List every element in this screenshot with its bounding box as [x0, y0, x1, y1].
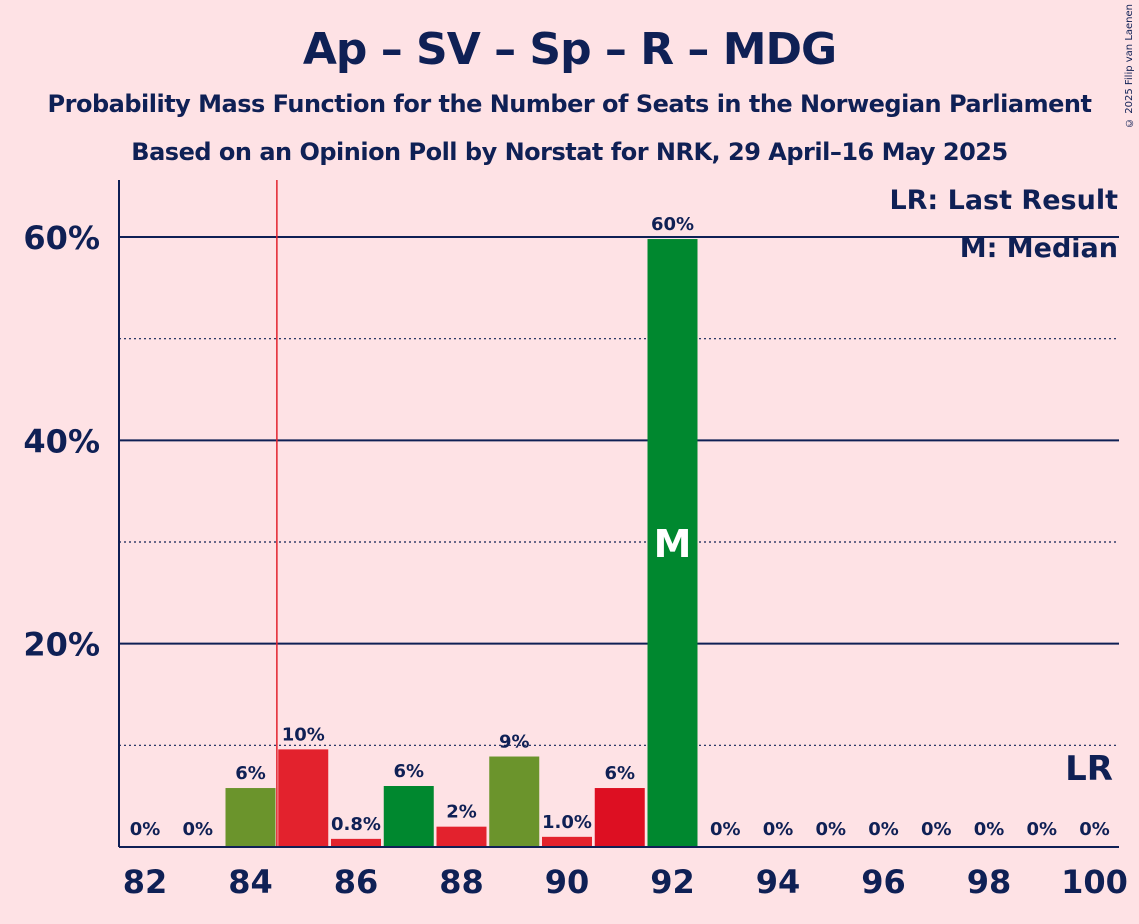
- bar: [647, 239, 698, 848]
- bar-label: 0%: [974, 819, 1005, 840]
- bar-label: 6%: [393, 761, 424, 782]
- x-tick-label: 94: [756, 863, 801, 901]
- bar: [436, 826, 487, 847]
- legend-median: M: Median: [960, 233, 1118, 264]
- bar: [542, 836, 592, 847]
- bar: [331, 838, 381, 847]
- bar-label: 0%: [763, 819, 794, 840]
- bar-label: 0%: [815, 819, 846, 840]
- bar-label: 2%: [446, 802, 477, 823]
- y-tick-label: 20%: [23, 626, 100, 664]
- x-tick-label: 92: [650, 863, 695, 901]
- bar-label: 9%: [499, 732, 530, 753]
- chart-subtitle: Probability Mass Function for the Number…: [47, 90, 1092, 118]
- bar-label: 10%: [282, 724, 325, 745]
- legend-last-result: LR: Last Result: [889, 185, 1118, 216]
- y-axis-ticks: 20% 40% 60%: [23, 219, 100, 664]
- bar-label: 0%: [921, 819, 952, 840]
- bar-label: 0%: [1026, 819, 1057, 840]
- bar: [225, 788, 276, 847]
- bar-label: 0%: [710, 819, 741, 840]
- axes: [118, 180, 1119, 848]
- bar-label: 0%: [182, 819, 213, 840]
- last-result-marker: LR: [1065, 749, 1113, 789]
- bar-label: 0%: [130, 819, 161, 840]
- bar-label: 1.0%: [542, 812, 592, 833]
- x-tick-label: 100: [1061, 863, 1128, 901]
- chart-title: Ap – SV – Sp – R – MDG: [302, 24, 837, 75]
- bar: [383, 786, 434, 847]
- x-tick-label: 98: [967, 863, 1012, 901]
- x-tick-label: 90: [545, 863, 590, 901]
- y-tick-label: 60%: [23, 219, 100, 257]
- x-tick-label: 82: [123, 863, 168, 901]
- x-tick-label: 88: [439, 863, 484, 901]
- bar-label: 0.8%: [331, 814, 381, 835]
- chart-source-line: Based on an Opinion Poll by Norstat for …: [131, 138, 1008, 166]
- bar-label: 6%: [235, 763, 266, 784]
- x-tick-label: 86: [334, 863, 379, 901]
- bar-series: M: [225, 239, 698, 848]
- bar-label: 60%: [651, 214, 694, 235]
- grid-lines: [119, 236, 1119, 746]
- bar-label: 0%: [1079, 819, 1110, 840]
- x-tick-label: 84: [228, 863, 273, 901]
- y-tick-label: 40%: [23, 422, 100, 460]
- bar: [594, 788, 645, 847]
- bar-label: 6%: [604, 763, 635, 784]
- bar-label: 0%: [868, 819, 899, 840]
- bar-value-labels: 0% 0% 6% 10% 0.8% 6% 2% 9% 1.0% 6% 60% 0% 0% 0% 0% 0% 0%…: [130, 214, 1110, 840]
- x-tick-label: 96: [861, 863, 906, 901]
- bar: [489, 756, 540, 847]
- bar: [278, 749, 329, 847]
- median-marker: M: [654, 522, 692, 566]
- x-axis-ticks: 82 84 86 88 90 92 94 96 98 100: [123, 863, 1128, 901]
